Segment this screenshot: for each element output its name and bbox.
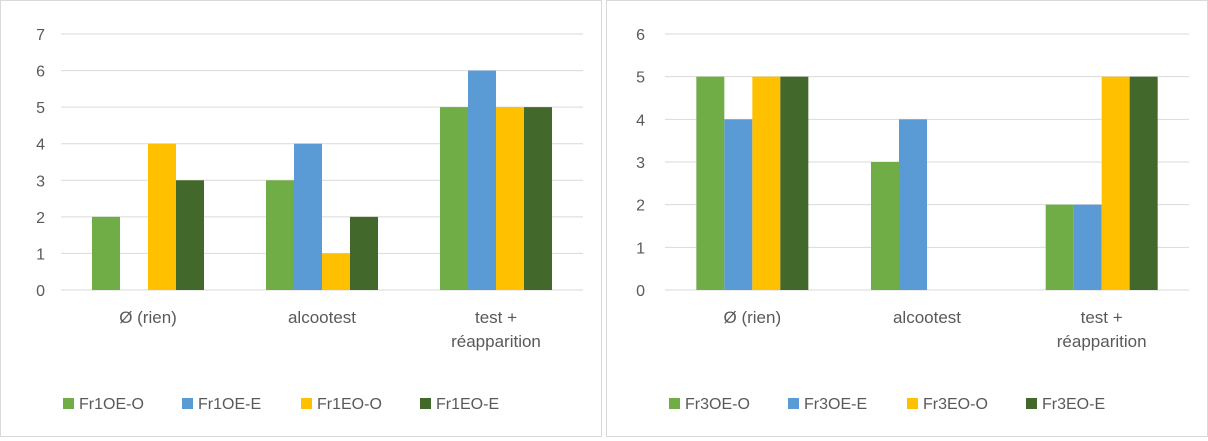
bar [294, 143, 322, 290]
legend-swatch [301, 398, 312, 409]
bar [780, 76, 809, 291]
legend-label: Fr3OE-E [804, 396, 867, 413]
y-tick-label: 4 [636, 112, 645, 129]
x-tick-label: réapparition [451, 332, 541, 351]
bar [871, 162, 899, 290]
bar [322, 253, 350, 290]
legend-label: Fr1EO-E [436, 396, 499, 413]
bar [752, 76, 781, 291]
y-tick-label: 7 [36, 27, 45, 44]
bar-chart-right: 0 1 2 3 4 5 6 Ø (rien) alcootest test + réappariti… [636, 27, 1189, 413]
x-tick-label: réapparition [1057, 332, 1147, 351]
bar [1073, 204, 1102, 290]
bar [1045, 204, 1074, 290]
bar [266, 180, 294, 290]
bar [148, 143, 176, 290]
x-tick-label: Ø (rien) [724, 308, 782, 327]
chart-panel-right: 0 1 2 3 4 5 6 Ø (rien) alcootest test + réappariti… [606, 0, 1208, 437]
legend-label: Fr1EO-O [317, 396, 382, 413]
legend-label: Fr3EO-E [1042, 396, 1105, 413]
legend-label: Fr3OE-O [685, 396, 750, 413]
x-tick-label: Ø (rien) [119, 308, 177, 327]
y-tick-label: 4 [36, 137, 45, 154]
x-tick-label: test + [475, 308, 517, 327]
y-tick-label: 2 [636, 198, 645, 215]
chart-panel-left: 0 1 2 3 4 5 6 7 Ø (rien) alcootest test + réapparit… [0, 0, 602, 437]
legend-swatch [788, 398, 799, 409]
bar [1129, 76, 1158, 291]
bar [899, 119, 927, 290]
bar [1101, 76, 1130, 291]
legend-swatch [907, 398, 918, 409]
bar [468, 70, 496, 290]
y-tick-label: 6 [636, 27, 645, 44]
legend-swatch [182, 398, 193, 409]
bar [724, 119, 753, 290]
legend-swatch [63, 398, 74, 409]
x-tick-label: alcootest [893, 308, 961, 327]
bar [92, 216, 120, 290]
y-tick-label: 2 [36, 210, 45, 227]
bar [696, 76, 725, 291]
bar [524, 107, 552, 291]
y-tick-label: 5 [636, 70, 645, 87]
y-tick-label: 6 [36, 64, 45, 81]
legend-label: Fr3EO-O [923, 396, 988, 413]
legend-label: Fr1OE-E [198, 396, 261, 413]
legend-label: Fr1OE-O [79, 396, 144, 413]
y-tick-label: 0 [636, 283, 645, 300]
bar-chart-left: 0 1 2 3 4 5 6 7 Ø (rien) alcootest test + réapparit… [36, 27, 583, 413]
y-tick-label: 3 [636, 155, 645, 172]
bar [176, 180, 204, 290]
x-tick-label: alcootest [288, 308, 356, 327]
y-tick-label: 1 [636, 240, 645, 257]
legend-swatch [669, 398, 680, 409]
x-tick-label: test + [1081, 308, 1123, 327]
y-tick-label: 1 [36, 246, 45, 263]
y-tick-label: 3 [36, 173, 45, 190]
y-tick-label: 0 [36, 283, 45, 300]
legend-swatch [1026, 398, 1037, 409]
bar [350, 216, 378, 290]
bar [496, 107, 524, 291]
bar [440, 107, 468, 291]
y-tick-label: 5 [36, 100, 45, 117]
legend-swatch [420, 398, 431, 409]
